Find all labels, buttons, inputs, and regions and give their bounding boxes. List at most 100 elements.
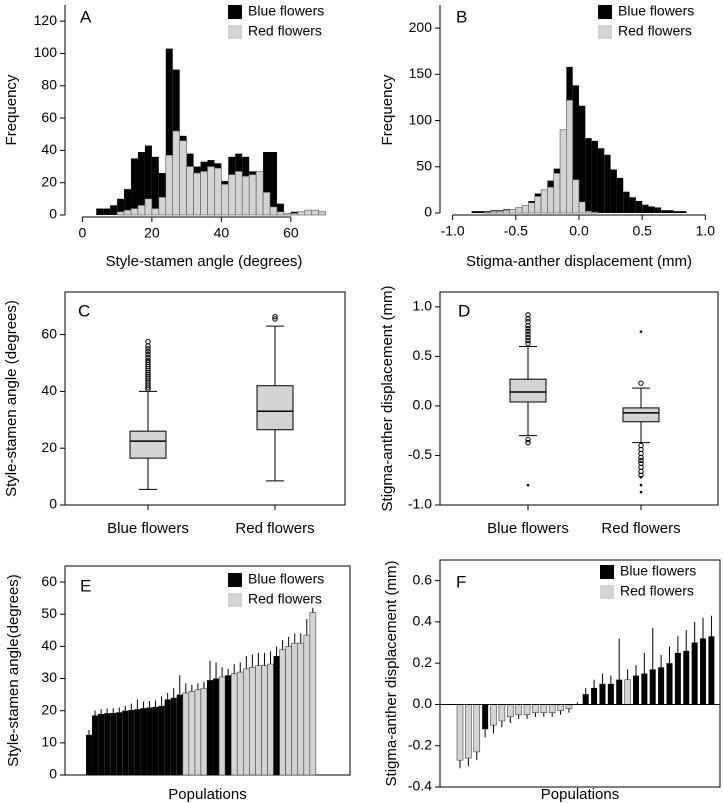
panel-f-bar xyxy=(482,704,489,730)
panel-a-ytick-label: 40 xyxy=(41,141,57,157)
hist-a-bar-red xyxy=(304,209,313,216)
panel-d-extreme xyxy=(639,475,643,479)
panel-f-ytick-label: 0.6 xyxy=(413,571,433,587)
panel-a-ytick-label: 60 xyxy=(41,109,57,125)
panel-b-xtick-label: -0.5 xyxy=(504,223,528,239)
hist-a-bar-red xyxy=(234,171,243,216)
hist-b-bar-blue xyxy=(680,211,687,213)
panel-e-bar xyxy=(207,680,213,775)
panel-e-ytick-label: 10 xyxy=(41,734,57,750)
panel-e-bar xyxy=(309,612,317,776)
panel-a-ytick-label: 120 xyxy=(34,12,58,28)
panel-c-outlier xyxy=(145,357,151,363)
panel-d-outlier xyxy=(525,334,531,341)
panel-e-bar xyxy=(261,665,268,776)
panel-b-legend-label-blue: Blue flowers xyxy=(618,3,694,19)
panel-e-bar xyxy=(176,694,183,775)
hist-b-bar-blue xyxy=(604,154,611,213)
panel-f-xlabel: Populations xyxy=(541,786,619,803)
hist-a-bar-red xyxy=(318,211,326,216)
hist-b-bar-blue xyxy=(667,210,674,213)
panel-d-extreme xyxy=(639,490,643,494)
panel-e-bar xyxy=(98,713,105,775)
hist-a-bar-red xyxy=(269,206,278,216)
hist-b-bar-blue xyxy=(597,148,605,213)
hist-b-bar-blue xyxy=(673,211,681,213)
panel-f-bar xyxy=(498,704,506,722)
panel-e-bar xyxy=(146,707,153,775)
panel-e-bar xyxy=(255,665,262,776)
hist-a-bar-red xyxy=(172,130,180,216)
panel-d-ytick-label: -1.0 xyxy=(408,496,432,512)
panel-b-ytick-label: 150 xyxy=(409,65,433,81)
hist-a-bar-red xyxy=(179,140,187,216)
hist-a-bar-blue xyxy=(117,198,125,215)
panel-e-legend-label-red: Red flowers xyxy=(248,591,322,607)
panel-f-bar xyxy=(691,642,698,705)
panel-e-bar xyxy=(249,666,256,776)
panel-a-legend-label-red: Red flowers xyxy=(248,23,322,39)
hist-a-bar-red xyxy=(214,167,222,216)
panel-d-letter: D xyxy=(458,301,470,320)
hist-b-bar-blue xyxy=(648,206,655,213)
panel-a-ytick-label: 20 xyxy=(41,173,57,189)
panel-e-xlabel: Populations xyxy=(168,786,246,803)
panel-e-bar xyxy=(303,634,311,776)
panel-b-xtick-label: 0.0 xyxy=(569,223,589,239)
hist-b-bar-red xyxy=(547,186,555,214)
panel-e-legend-label-blue: Blue flowers xyxy=(248,571,324,587)
panel-f-bar xyxy=(607,683,614,705)
panel-d-extreme xyxy=(526,483,530,487)
panel-d-outlier xyxy=(525,337,531,344)
panel-f-bar xyxy=(591,687,598,705)
panel-e-bar xyxy=(243,668,250,776)
panel-e-legend-swatch-red xyxy=(228,593,242,607)
hist-b-bar-blue xyxy=(629,197,636,213)
hist-b-bar-red xyxy=(540,189,548,214)
panel-f-bar xyxy=(649,669,656,705)
panel-e-bar xyxy=(92,715,99,775)
panel-f-bar xyxy=(490,704,497,726)
panel-d-outlier xyxy=(525,328,531,335)
panel-f-legend-swatch-blue xyxy=(600,565,614,579)
panel-e-bar xyxy=(122,710,129,775)
panel-c-outlier xyxy=(145,346,151,352)
panel-c-box xyxy=(129,430,167,459)
hist-a-bar-red xyxy=(151,208,160,216)
hist-b-bar-blue xyxy=(477,211,485,213)
panel-d-frame xyxy=(439,291,719,506)
panel-c-frame xyxy=(64,291,346,506)
panel-e-legend-swatch-blue xyxy=(228,573,242,587)
panel-a-xtick-label: 0 xyxy=(78,225,86,241)
panel-b-xtick-label: 1.0 xyxy=(696,223,716,239)
hist-a-bar-red xyxy=(137,205,146,216)
panel-e-letter: E xyxy=(80,576,91,595)
panel-f-ylabel: Stigma-anther displacement (mm) xyxy=(383,561,400,787)
hist-b-bar-red xyxy=(490,210,498,214)
hist-a-bar-red xyxy=(283,213,292,216)
hist-a-bar-red xyxy=(311,209,319,216)
panel-f-bar xyxy=(523,704,531,716)
panel-b-legend-swatch-red xyxy=(598,25,612,39)
hist-a-bar-blue xyxy=(103,208,111,215)
hist-a-bar-red xyxy=(186,166,194,216)
panel-e-bar xyxy=(194,689,202,776)
hist-a-bar-red xyxy=(248,174,257,216)
panel-a-xlabel: Style-stamen angle (degrees) xyxy=(106,253,303,270)
panel-f-bar xyxy=(456,704,464,761)
panel-c-xtick-label: Blue flowers xyxy=(107,520,189,537)
hist-b-bar-blue xyxy=(471,211,478,213)
panel-e-bar xyxy=(273,656,280,775)
panel-e-bar xyxy=(86,734,92,775)
hist-b-bar-red xyxy=(553,172,561,214)
hist-a-bar-red xyxy=(165,154,174,216)
panel-d-outlier xyxy=(525,331,531,338)
hist-b-bar-red xyxy=(591,211,599,214)
panel-f-bar xyxy=(632,675,639,705)
panel-e-bar xyxy=(128,710,135,775)
panel-e-bar xyxy=(236,671,244,776)
panel-c-ytick-label: 40 xyxy=(41,382,57,398)
hist-b-bar-red xyxy=(572,179,580,214)
panel-f-legend-label-red: Red flowers xyxy=(620,583,694,599)
panel-c-outlier xyxy=(272,314,278,320)
